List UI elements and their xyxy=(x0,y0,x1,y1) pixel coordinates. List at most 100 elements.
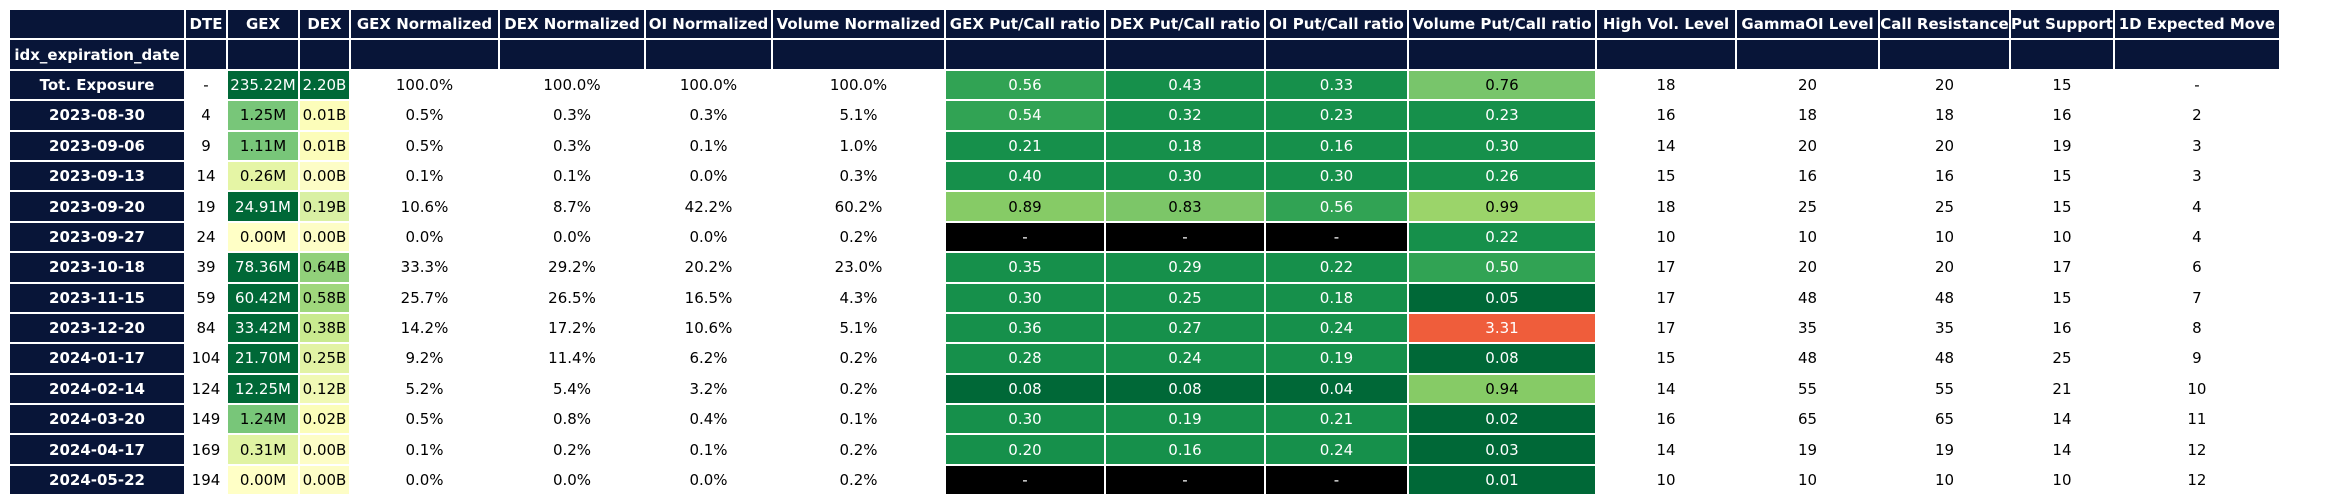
cell-gex-normalized: 0.5% xyxy=(351,405,498,434)
cell-dex-put-call-ratio: 0.18 xyxy=(1106,131,1264,160)
cell-put-support: 15 xyxy=(2011,192,2113,221)
cell-volume-put-call-ratio: 0.08 xyxy=(1409,344,1595,373)
cell-put-support: 10 xyxy=(2011,465,2113,495)
cell-gex-normalized: 0.5% xyxy=(351,131,498,160)
cell-dte: 39 xyxy=(186,253,226,282)
row-label: 2023-09-13 xyxy=(10,161,184,191)
table-row: 2023-09-20 19 24.91M 0.19B 10.6% 8.7% 42.2% 60.… xyxy=(10,192,2279,221)
row-label: 2023-08-30 xyxy=(10,101,184,130)
cell-gex-put-call-ratio: 0.20 xyxy=(946,435,1104,464)
cell-high-vol-level: 14 xyxy=(1597,131,1735,160)
cell-gammaoi-level: 20 xyxy=(1737,253,1878,282)
cell-volume-put-call-ratio: 0.22 xyxy=(1409,222,1595,252)
cell-oi-normalized: 0.3% xyxy=(646,101,771,130)
cell-gex: 0.26M xyxy=(228,161,298,191)
cell-volume-normalized: 5.1% xyxy=(773,313,944,343)
index-header-filler xyxy=(2011,40,2113,69)
cell-call-resistance: 16 xyxy=(1880,161,2009,191)
cell-dex-normalized: 0.0% xyxy=(500,465,644,495)
cell-call-resistance: 20 xyxy=(1880,253,2009,282)
cell-dte: 19 xyxy=(186,192,226,221)
cell-gex-normalized: 0.5% xyxy=(351,101,498,130)
cell-volume-put-call-ratio: 0.26 xyxy=(1409,161,1595,191)
column-header-gex-normalized: GEX Normalized xyxy=(351,10,498,39)
cell-gex-normalized: 9.2% xyxy=(351,344,498,373)
cell-dex-put-call-ratio: 0.29 xyxy=(1106,253,1264,282)
cell-oi-put-call-ratio: 0.21 xyxy=(1266,405,1407,434)
row-label: 2023-09-20 xyxy=(10,192,184,221)
cell-dte: 149 xyxy=(186,405,226,434)
cell-1d-expected-move: 12 xyxy=(2114,435,2279,464)
cell-gammaoi-level: 48 xyxy=(1737,283,1878,312)
expiration-exposure-table: DTE GEX DEX GEX Normalized DEX Normalized OI … xyxy=(8,8,2281,496)
cell-call-resistance: 20 xyxy=(1880,70,2009,100)
cell-dex: 0.64B xyxy=(300,253,349,282)
index-header-filler xyxy=(1737,40,1878,69)
cell-gex: 0.00M xyxy=(228,465,298,495)
cell-gex-put-call-ratio: - xyxy=(946,465,1104,495)
cell-high-vol-level: 17 xyxy=(1597,313,1735,343)
cell-oi-put-call-ratio: - xyxy=(1266,222,1407,252)
cell-dex-put-call-ratio: 0.24 xyxy=(1106,344,1264,373)
cell-1d-expected-move: 4 xyxy=(2114,192,2279,221)
cell-volume-normalized: 4.3% xyxy=(773,283,944,312)
column-header-put-support: Put Support xyxy=(2011,10,2113,39)
cell-oi-normalized: 42.2% xyxy=(646,192,771,221)
cell-volume-put-call-ratio: 0.30 xyxy=(1409,131,1595,160)
cell-volume-normalized: 100.0% xyxy=(773,70,944,100)
cell-oi-normalized: 16.5% xyxy=(646,283,771,312)
cell-gammaoi-level: 48 xyxy=(1737,344,1878,373)
column-header-1d-expected-move: 1D Expected Move xyxy=(2114,10,2279,39)
cell-dex-normalized: 0.1% xyxy=(500,161,644,191)
cell-gex-put-call-ratio: 0.89 xyxy=(946,192,1104,221)
cell-1d-expected-move: 6 xyxy=(2114,253,2279,282)
cell-oi-put-call-ratio: 0.24 xyxy=(1266,313,1407,343)
cell-high-vol-level: 14 xyxy=(1597,435,1735,464)
cell-gex: 0.31M xyxy=(228,435,298,464)
cell-volume-put-call-ratio: 0.94 xyxy=(1409,374,1595,404)
cell-high-vol-level: 18 xyxy=(1597,192,1735,221)
cell-high-vol-level: 15 xyxy=(1597,344,1735,373)
cell-high-vol-level: 16 xyxy=(1597,405,1735,434)
index-header-filler xyxy=(646,40,771,69)
cell-1d-expected-move: 10 xyxy=(2114,374,2279,404)
cell-high-vol-level: 14 xyxy=(1597,374,1735,404)
row-label: 2024-04-17 xyxy=(10,435,184,464)
cell-call-resistance: 55 xyxy=(1880,374,2009,404)
column-header-volume-put-call-ratio: Volume Put/Call ratio xyxy=(1409,10,1595,39)
cell-dte: 24 xyxy=(186,222,226,252)
cell-call-resistance: 35 xyxy=(1880,313,2009,343)
row-label: 2024-01-17 xyxy=(10,344,184,373)
cell-put-support: 15 xyxy=(2011,161,2113,191)
cell-gex-put-call-ratio: - xyxy=(946,222,1104,252)
row-label: 2024-03-20 xyxy=(10,405,184,434)
cell-dex: 0.25B xyxy=(300,344,349,373)
row-label: Tot. Exposure xyxy=(10,70,184,100)
cell-gex-put-call-ratio: 0.36 xyxy=(946,313,1104,343)
cell-dex: 0.01B xyxy=(300,101,349,130)
cell-gammaoi-level: 10 xyxy=(1737,222,1878,252)
cell-dte: 4 xyxy=(186,101,226,130)
column-header-call-resistance: Call Resistance xyxy=(1880,10,2009,39)
cell-gex-normalized: 14.2% xyxy=(351,313,498,343)
cell-gex-put-call-ratio: 0.40 xyxy=(946,161,1104,191)
cell-gammaoi-level: 65 xyxy=(1737,405,1878,434)
cell-gex: 235.22M xyxy=(228,70,298,100)
cell-gex: 12.25M xyxy=(228,374,298,404)
cell-oi-put-call-ratio: 0.56 xyxy=(1266,192,1407,221)
cell-gex: 0.00M xyxy=(228,222,298,252)
cell-oi-normalized: 0.0% xyxy=(646,161,771,191)
cell-gex: 1.24M xyxy=(228,405,298,434)
corner-header-cell xyxy=(10,10,184,39)
cell-gex-put-call-ratio: 0.35 xyxy=(946,253,1104,282)
table-row: 2023-08-30 4 1.25M 0.01B 0.5% 0.3% 0.3% 5.1% 0.5… xyxy=(10,101,2279,130)
column-header-dex-normalized: DEX Normalized xyxy=(500,10,644,39)
cell-call-resistance: 48 xyxy=(1880,283,2009,312)
cell-volume-normalized: 23.0% xyxy=(773,253,944,282)
cell-high-vol-level: 17 xyxy=(1597,253,1735,282)
cell-dte: 84 xyxy=(186,313,226,343)
cell-oi-put-call-ratio: 0.22 xyxy=(1266,253,1407,282)
cell-gex: 1.11M xyxy=(228,131,298,160)
cell-volume-put-call-ratio: 0.02 xyxy=(1409,405,1595,434)
cell-dex-put-call-ratio: 0.27 xyxy=(1106,313,1264,343)
